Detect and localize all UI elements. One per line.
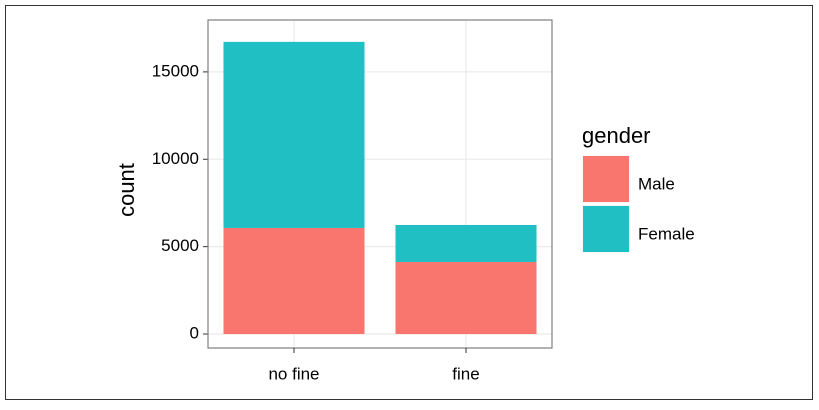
y-axis-title: count <box>114 163 139 217</box>
bar <box>223 227 365 335</box>
y-tick-label: 10000 <box>152 149 199 168</box>
legend-title: gender <box>582 123 651 148</box>
bar <box>223 41 365 228</box>
x-tick-label: no fine <box>268 364 319 383</box>
bar <box>395 224 537 263</box>
y-tick-label: 15000 <box>152 61 199 80</box>
x-tick-label: fine <box>452 364 479 383</box>
y-tick-label: 0 <box>190 324 199 343</box>
bar <box>395 262 537 335</box>
legend-swatch <box>583 206 629 252</box>
panel-border <box>207 19 553 349</box>
y-tick-label: 5000 <box>161 236 199 255</box>
legend-label: Female <box>638 224 695 243</box>
legend-label: Male <box>638 174 675 193</box>
legend-swatch <box>583 156 629 202</box>
